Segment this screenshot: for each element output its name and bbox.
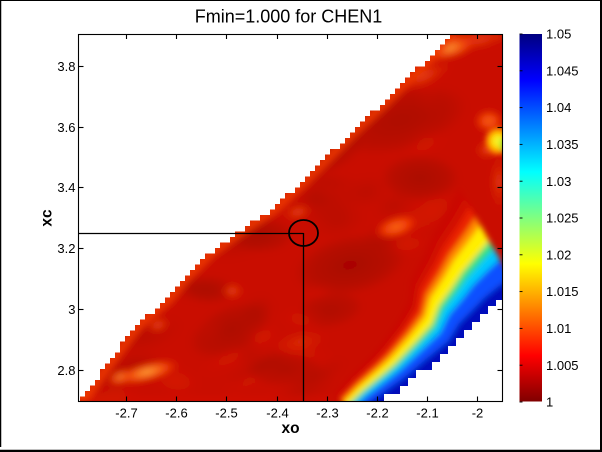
svg-text:3.8: 3.8 [57,59,75,74]
svg-text:Fmin=1.000 for CHEN1: Fmin=1.000 for CHEN1 [195,7,383,27]
svg-text:-2.6: -2.6 [165,406,187,421]
svg-text:xc: xc [39,209,56,227]
svg-text:3.4: 3.4 [57,180,75,195]
svg-text:3.6: 3.6 [57,120,75,135]
svg-text:1: 1 [546,395,553,410]
svg-text:1.035: 1.035 [546,137,579,152]
svg-text:-2.1: -2.1 [416,406,438,421]
svg-text:-2.5: -2.5 [215,406,237,421]
svg-text:-2.7: -2.7 [115,406,137,421]
svg-text:1.05: 1.05 [546,27,571,42]
svg-text:xo: xo [281,420,299,437]
svg-text:3.2: 3.2 [57,241,75,256]
svg-text:-2.4: -2.4 [266,406,288,421]
svg-text:1.04: 1.04 [546,100,571,115]
svg-text:-2: -2 [472,406,484,421]
svg-text:1.045: 1.045 [546,63,579,78]
svg-text:-2.2: -2.2 [366,406,388,421]
svg-text:1.015: 1.015 [546,284,579,299]
svg-text:1.005: 1.005 [546,358,579,373]
svg-text:1.025: 1.025 [546,211,579,226]
svg-text:2.8: 2.8 [57,363,75,378]
svg-text:3: 3 [68,302,75,317]
svg-text:-2.3: -2.3 [316,406,338,421]
svg-text:1.03: 1.03 [546,174,571,189]
svg-text:1.01: 1.01 [546,321,571,336]
svg-text:1.02: 1.02 [546,247,571,262]
